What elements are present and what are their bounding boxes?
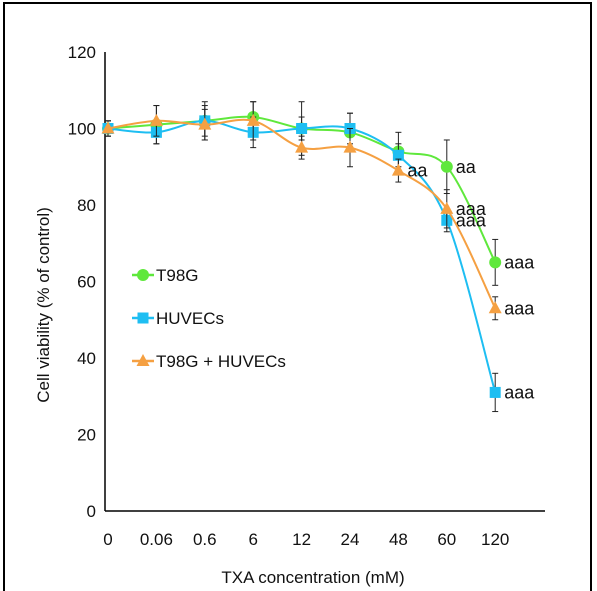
data-point	[149, 113, 163, 126]
y-tick-label: 20	[77, 426, 96, 445]
data-point	[101, 121, 115, 134]
significance-label: aaa	[504, 382, 535, 402]
y-tick-label: 40	[77, 349, 96, 368]
data-point	[489, 386, 501, 398]
significance-label: aa	[407, 161, 428, 181]
x-tick-label: 0	[103, 530, 112, 549]
data-point	[296, 123, 308, 134]
data-point	[246, 113, 260, 126]
x-tick-label: 0.06	[140, 530, 173, 549]
data-point	[488, 301, 502, 314]
x-tick-label: 60	[437, 530, 456, 549]
legend-marker	[136, 354, 150, 366]
data-point	[440, 201, 454, 214]
legend-label: HUVECs	[156, 309, 224, 328]
legend-item-t98g: T98G	[132, 266, 199, 285]
x-tick-label: 48	[389, 530, 408, 549]
legend-label: T98G + HUVECs	[156, 352, 286, 371]
y-tick-labels: 0 20 40 60 80 100 120	[68, 43, 96, 521]
data-point	[391, 163, 405, 176]
x-tick-label: 120	[481, 530, 509, 549]
data-point	[343, 140, 357, 153]
legend-marker	[137, 312, 149, 324]
significance-label: aaa	[456, 210, 487, 230]
significance-label: aaa	[456, 199, 487, 219]
significance-label: aaa	[504, 252, 535, 272]
y-tick-label: 80	[77, 196, 96, 215]
significance-label: aa	[456, 157, 477, 177]
data-point	[440, 160, 453, 173]
x-tick-label: 24	[341, 530, 360, 549]
x-axis-label: TXA concentration (mM)	[221, 568, 404, 587]
data-point	[198, 117, 212, 130]
y-axis-label: Cell viability (% of control)	[34, 207, 53, 403]
legend: T98G HUVECs T98G + HUVECs	[132, 266, 286, 371]
legend-item-huvecs: HUVECs	[132, 309, 224, 328]
y-tick-label: 120	[68, 43, 96, 62]
x-tick-label: 0.6	[193, 530, 217, 549]
chart-frame	[3, 2, 592, 591]
x-tick-label: 6	[248, 530, 257, 549]
y-tick-label: 0	[87, 502, 96, 521]
data-point	[489, 256, 502, 269]
data-point	[295, 140, 309, 153]
significance-label: aaa	[504, 298, 535, 318]
x-tick-labels: 0 0.06 0.6 6 12 24 48 60 120	[103, 530, 509, 549]
legend-label: T98G	[156, 266, 199, 285]
data-point	[392, 149, 404, 161]
y-tick-label: 100	[68, 120, 96, 139]
x-tick-label: 12	[292, 530, 311, 549]
legend-marker	[137, 269, 149, 281]
y-tick-label: 60	[77, 273, 96, 292]
legend-item-t98g-huvecs: T98G + HUVECs	[132, 352, 286, 371]
